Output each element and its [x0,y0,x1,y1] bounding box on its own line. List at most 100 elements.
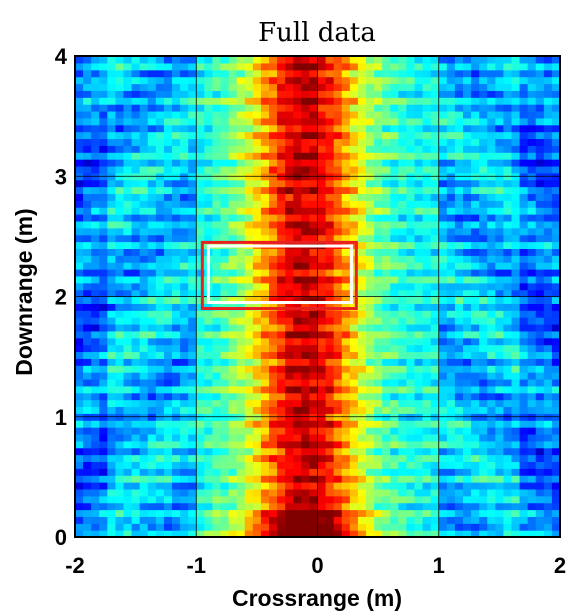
heatmap-cell [325,110,335,119]
heatmap-cell [446,152,456,160]
heatmap-cell [374,179,383,188]
heatmap-cell [422,440,432,449]
heatmap-cell [285,62,294,71]
heatmap-cell [115,365,125,373]
heatmap-cell [317,310,327,318]
heatmap-cell [333,255,343,263]
heatmap-cell [244,76,254,85]
heatmap-cell [382,461,391,469]
heatmap-cell [188,516,197,524]
heatmap-cell [446,289,456,298]
heatmap-cell [75,475,84,483]
heatmap-cell [543,131,553,140]
heatmap-cell [390,207,399,215]
heatmap-cell [503,104,513,112]
heatmap-cell [99,289,108,298]
heatmap-cell [390,255,399,263]
heatmap-cell [155,482,165,490]
heatmap-cell [123,214,133,222]
heatmap-cell [180,193,189,201]
heatmap-cell [382,317,391,325]
heatmap-cell [349,427,359,435]
heatmap-cell [446,495,456,504]
heatmap-cell [551,227,561,236]
heatmap-cell [422,516,432,524]
heatmap-cell [220,468,230,476]
heatmap-cell [479,516,488,524]
heatmap-cell [83,56,92,64]
heatmap-cell [479,530,488,538]
heatmap-cell [244,378,254,387]
heatmap-cell [414,475,424,483]
heatmap-cell [204,207,214,215]
heatmap-cell [519,502,529,511]
heatmap-cell [180,351,189,359]
heatmap-cell [446,337,456,346]
heatmap-cell [495,427,505,435]
heatmap-cell [147,461,157,469]
heatmap-cell [495,138,505,146]
heatmap-cell [438,152,448,160]
heatmap-cell [228,310,238,318]
heatmap-cell [463,165,472,174]
heatmap-cell [349,378,359,387]
heatmap-cell [341,399,351,408]
heatmap-cell [551,317,561,325]
heatmap-cell [414,337,424,346]
heatmap-cell [454,152,464,160]
heatmap-cell [277,358,286,366]
heatmap-cell [349,454,359,463]
y-tick-label: 2 [55,285,67,310]
heatmap-cell [349,234,359,243]
heatmap-cell [519,255,529,263]
heatmap-cell [293,69,302,78]
heatmap-cell [446,420,456,428]
heatmap-cell [390,227,399,236]
heatmap-cell [155,502,165,511]
heatmap-cell [309,255,319,263]
heatmap-cell [446,165,456,174]
heatmap-cell [487,56,496,64]
heatmap-cell [155,76,165,85]
heatmap-cell [519,262,529,270]
heatmap-cell [511,509,521,517]
heatmap-cell [163,248,173,256]
heatmap-cell [390,165,399,174]
heatmap-cell [155,378,165,387]
heatmap-cell [163,385,173,394]
heatmap-cell [115,179,125,188]
heatmap-cell [325,234,335,243]
heatmap-cell [236,344,246,353]
heatmap-cell [471,447,480,456]
heatmap-cell [91,282,100,291]
heatmap-cell [543,165,553,174]
heatmap-cell [196,275,205,284]
heatmap-cell [236,509,246,517]
heatmap-cell [212,461,222,469]
heatmap-cell [285,475,294,483]
heatmap-cell [285,378,294,387]
heatmap-cell [236,117,246,126]
heatmap-cell [163,454,173,463]
heatmap-cell [139,427,149,435]
heatmap-cell [471,502,480,511]
heatmap-cell [115,69,125,78]
heatmap-cell [317,186,327,195]
heatmap-cell [325,351,335,359]
heatmap-cell [511,110,521,119]
heatmap-cell [293,227,302,236]
heatmap-cell [406,523,416,531]
heatmap-cell [115,468,125,476]
heatmap-cell [325,186,335,195]
heatmap-cell [180,385,189,394]
heatmap-cell [349,358,359,366]
heatmap-cell [406,427,416,435]
heatmap-cell [519,365,529,373]
heatmap-cell [147,56,157,64]
heatmap-cell [446,234,456,243]
heatmap-cell [212,83,222,91]
heatmap-cell [398,214,408,222]
heatmap-cell [75,255,84,263]
heatmap-cell [325,358,335,366]
heatmap-cell [131,227,141,236]
